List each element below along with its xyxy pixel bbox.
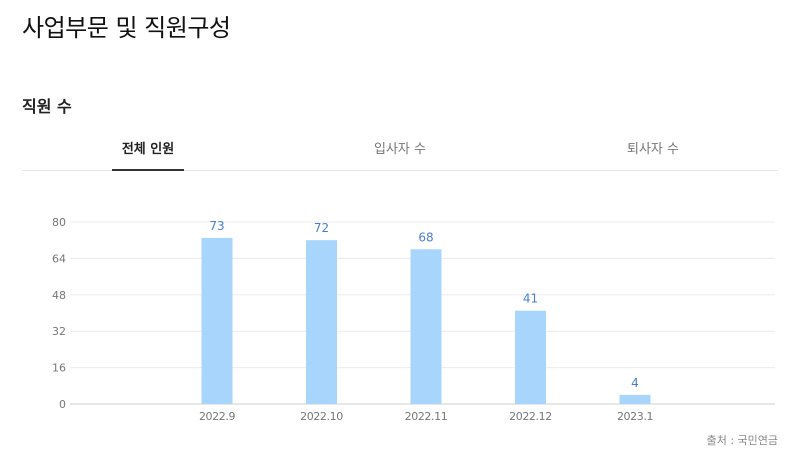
x-tick-label: 2023.1: [617, 410, 653, 423]
x-tick-label: 2022.11: [405, 410, 448, 423]
y-tick-label: 32: [52, 325, 66, 338]
bar: [410, 249, 442, 404]
x-tick-label: 2022.9: [199, 410, 235, 423]
source-note: 출처 : 국민연금: [706, 434, 778, 447]
y-tick-label: 16: [52, 362, 66, 375]
y-tick-label: 80: [52, 216, 66, 229]
section-title: 직원 수: [22, 97, 72, 116]
bar-value-label: 68: [418, 230, 433, 244]
y-tick-label: 64: [52, 252, 66, 265]
y-tick-label: 0: [59, 398, 66, 411]
bar: [619, 394, 651, 404]
tab-new-hires[interactable]: 입사자 수: [374, 142, 426, 157]
y-tick-label: 48: [52, 289, 66, 302]
tab-total-employees[interactable]: 전체 인원: [112, 130, 184, 171]
page-title: 사업부문 및 직원구성: [22, 14, 231, 42]
bar: [201, 237, 233, 404]
bar-value-label: 72: [314, 221, 329, 235]
employee-count-chart: 0 16 32 48 64 80 73 2022.9 72 2022.10 68 2022.11 41 2…: [52, 216, 775, 423]
bar-value-label: 73: [209, 219, 224, 233]
bar-value-label: 41: [523, 292, 538, 306]
bar-value-label: 4: [631, 376, 639, 390]
x-tick-label: 2022.12: [509, 410, 552, 423]
bar: [306, 240, 337, 404]
tab-resignations[interactable]: 퇴사자 수: [627, 142, 679, 157]
tab-bar: 전체 인원 입사자 수 퇴사자 수: [22, 130, 778, 171]
x-tick-label: 2022.10: [300, 410, 343, 423]
bar: [515, 310, 546, 404]
